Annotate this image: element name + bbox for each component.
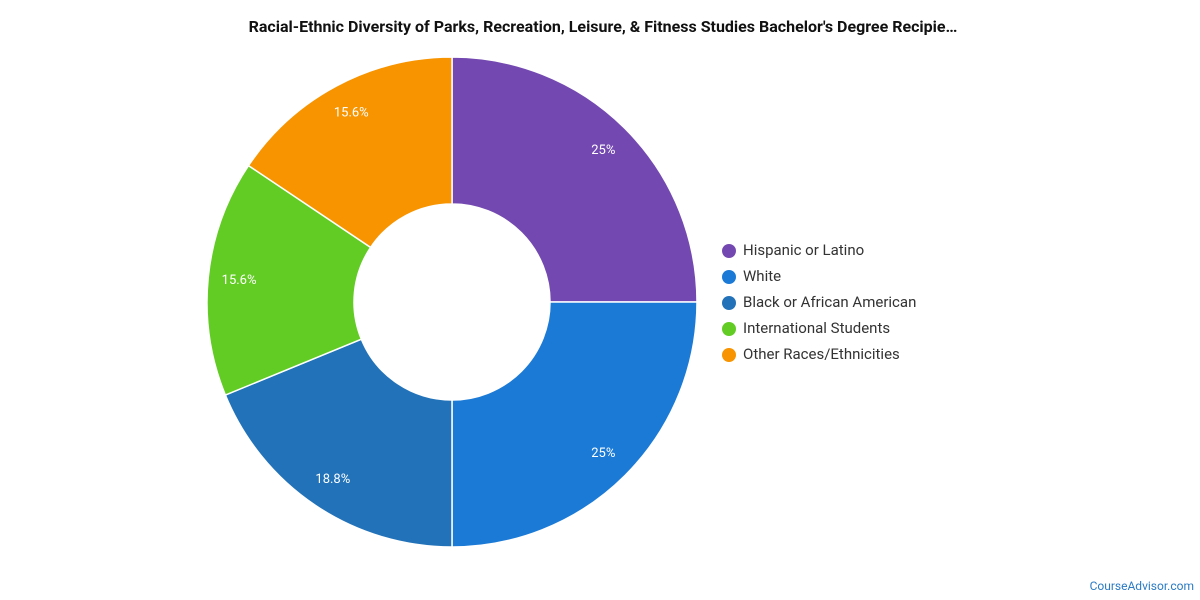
legend-marker [722, 296, 736, 310]
legend-marker [722, 348, 736, 362]
data-label: 18.8% [315, 472, 350, 487]
slice [451, 56, 698, 303]
legend-marker [722, 322, 736, 336]
chart-title: Racial-Ethnic Diversity of Parks, Recrea… [249, 17, 958, 36]
legend-label: Hispanic or Latino [743, 241, 864, 259]
legend-label: Black or African American [743, 293, 916, 311]
data-label: 15.6% [334, 106, 369, 121]
source: CourseAdvisor.com [1090, 579, 1194, 593]
slice [224, 338, 453, 548]
slice [247, 56, 453, 249]
data-label: 25% [591, 143, 615, 158]
legend-marker [722, 244, 736, 258]
data-label: 15.6% [222, 273, 257, 288]
legend-label: International Students [743, 319, 890, 337]
legend-label: Other Races/Ethnicities [743, 345, 900, 363]
data-label: 25% [591, 446, 615, 461]
slice [451, 301, 698, 548]
legend-marker [722, 270, 736, 284]
legend-label: White [743, 267, 781, 285]
slice [206, 164, 372, 397]
